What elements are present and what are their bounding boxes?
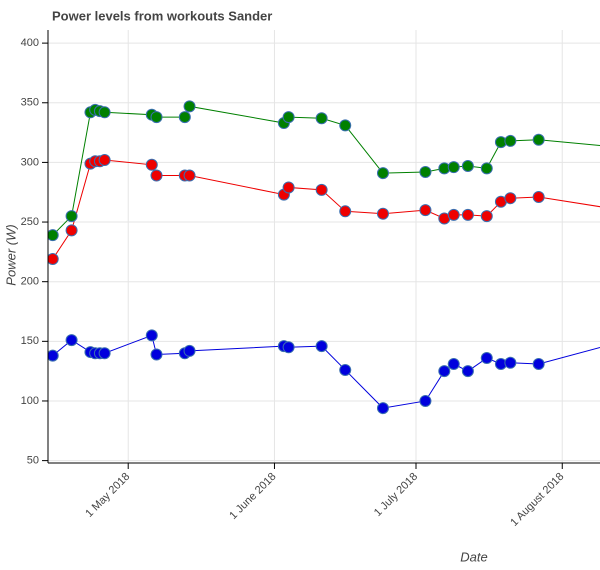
data-point [282, 341, 295, 354]
data-point [376, 402, 389, 415]
y-tick-label: 150 [21, 335, 39, 347]
data-point [65, 224, 78, 237]
y-axis-label: Power (W) [3, 224, 18, 285]
x-tick-label: 1 August 2018 [508, 471, 566, 529]
data-point [419, 204, 432, 217]
data-point [65, 334, 78, 347]
data-point [282, 111, 295, 124]
data-point [339, 363, 352, 376]
data-point [376, 207, 389, 220]
data-point [98, 106, 111, 119]
data-point [461, 365, 474, 378]
data-point [438, 365, 451, 378]
data-point [150, 169, 163, 182]
x-tick-label: 1 May 2018 [83, 471, 132, 520]
x-axis-label: Date [460, 549, 487, 564]
data-point [183, 344, 196, 357]
y-tick-label: 300 [21, 156, 39, 168]
data-point [532, 133, 545, 146]
data-point [339, 205, 352, 218]
data-point [480, 352, 493, 365]
chart-title: Power levels from workouts Sander [52, 8, 272, 23]
y-tick-label: 350 [21, 97, 39, 109]
data-point [98, 154, 111, 167]
data-point [504, 134, 517, 147]
y-tick-label: 250 [21, 216, 39, 228]
data-point [480, 162, 493, 175]
plot-area [48, 100, 600, 415]
y-tick-label: 50 [27, 455, 39, 467]
grid [48, 30, 600, 463]
y-tick-label: 200 [21, 276, 39, 288]
data-point [447, 357, 460, 370]
data-point [447, 208, 460, 221]
data-point [178, 111, 191, 124]
data-point [150, 348, 163, 361]
data-point [315, 340, 328, 353]
data-point [145, 158, 158, 171]
data-point [376, 167, 389, 180]
data-point [48, 229, 59, 242]
y-tick-label: 400 [21, 37, 39, 49]
data-point [48, 349, 59, 362]
data-point [315, 112, 328, 125]
y-tick-label: 100 [21, 395, 39, 407]
data-point [183, 100, 196, 113]
data-point [282, 181, 295, 194]
data-point [461, 159, 474, 172]
data-point [419, 165, 432, 178]
data-point [48, 253, 59, 266]
data-point [461, 208, 474, 221]
x-tick-label: 1 June 2018 [227, 471, 278, 522]
data-point [145, 329, 158, 342]
data-point [339, 119, 352, 132]
data-point [65, 210, 78, 223]
data-point [480, 210, 493, 223]
series-line [52, 105, 600, 236]
data-point [419, 394, 432, 407]
x-tick-label: 1 July 2018 [372, 471, 420, 519]
data-point [447, 161, 460, 174]
data-point [504, 192, 517, 205]
data-point [150, 111, 163, 124]
series-line [52, 159, 600, 260]
data-point [183, 169, 196, 182]
data-point [532, 190, 545, 203]
data-point [504, 356, 517, 369]
data-point [532, 357, 545, 370]
data-point [98, 347, 111, 360]
data-point [315, 183, 328, 196]
